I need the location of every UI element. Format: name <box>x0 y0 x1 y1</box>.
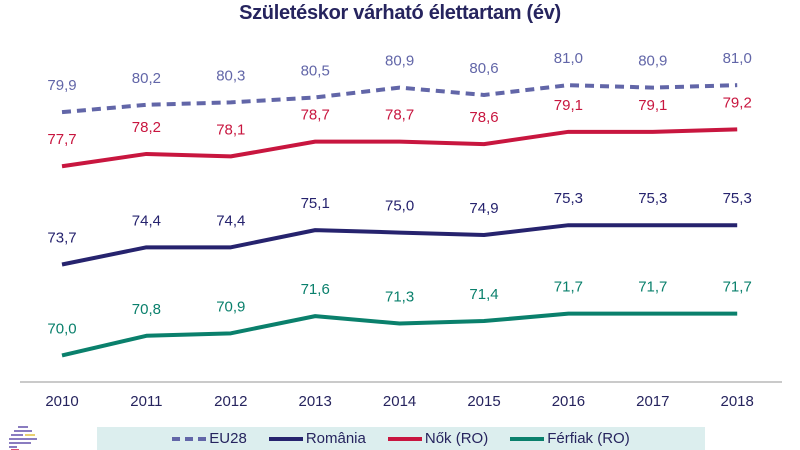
data-label: 80,2 <box>132 70 161 87</box>
legend-item-nok: Nők (RO) <box>387 430 489 447</box>
data-label: 81,0 <box>723 50 752 67</box>
data-label: 70,0 <box>47 320 76 337</box>
legend-item-romania: România <box>268 430 366 447</box>
data-label: 79,1 <box>554 97 583 114</box>
series-line-Férfiak (RO) <box>61 311 738 358</box>
data-label: 78,2 <box>132 119 161 136</box>
legend-swatch <box>387 436 422 441</box>
data-label: 73,7 <box>47 230 76 247</box>
x-tick-label: 2017 <box>636 393 669 410</box>
data-label: 78,1 <box>216 121 245 138</box>
data-label: 77,7 <box>47 131 76 148</box>
data-label: 75,0 <box>385 198 414 215</box>
data-label: 79,9 <box>47 77 76 94</box>
data-label: 70,9 <box>216 298 245 315</box>
data-label: 74,9 <box>469 200 498 217</box>
data-label: 71,4 <box>469 286 498 303</box>
x-tick-label: 2011 <box>130 393 162 410</box>
data-label: 71,7 <box>554 279 583 296</box>
data-label: 78,6 <box>469 109 498 126</box>
x-tick-label: 2018 <box>721 393 754 410</box>
data-label: 80,5 <box>301 62 330 79</box>
data-label: 79,1 <box>638 97 667 114</box>
data-label: 75,3 <box>638 190 667 207</box>
series-line-Nők (RO) <box>61 127 738 169</box>
data-label: 80,9 <box>385 53 414 70</box>
data-label: 71,3 <box>385 288 414 305</box>
x-tick-label: 2015 <box>467 393 500 410</box>
legend-label: EU28 <box>209 430 247 447</box>
x-tick-label: 2013 <box>299 393 332 410</box>
series-line-România <box>61 223 738 267</box>
x-tick-label: 2014 <box>383 393 416 410</box>
x-tick-label: 2016 <box>552 393 585 410</box>
data-label: 71,7 <box>638 279 667 296</box>
legend-label: România <box>305 430 366 447</box>
data-label: 75,1 <box>301 195 330 212</box>
data-label: 71,6 <box>301 281 330 298</box>
legend-swatch <box>510 436 545 441</box>
data-label: 80,6 <box>469 60 498 77</box>
data-label: 78,7 <box>301 107 330 124</box>
x-tick-label: 2010 <box>45 393 78 410</box>
data-label: 74,4 <box>216 212 245 229</box>
data-label: 80,3 <box>216 67 245 84</box>
chart-title: Születéskor várható élettartam (év) <box>239 2 561 24</box>
data-label: 71,7 <box>723 279 752 296</box>
data-label: 80,9 <box>638 53 667 70</box>
data-label: 75,3 <box>554 190 583 207</box>
legend-item-ferfiak: Férfiak (RO) <box>510 430 630 447</box>
data-label: 75,3 <box>723 190 752 207</box>
legend-swatch <box>268 436 303 441</box>
data-label: 79,2 <box>723 94 752 111</box>
legend-swatch <box>172 436 207 441</box>
logo-icon <box>9 426 37 450</box>
data-label: 74,4 <box>132 212 161 229</box>
legend-item-eu28: EU28 <box>172 430 247 447</box>
legend: EU28 România Nők (RO) Férfiak (RO) <box>97 427 705 450</box>
data-label: 70,8 <box>132 301 161 318</box>
data-label: 81,0 <box>554 50 583 67</box>
legend-label: Nők (RO) <box>424 430 489 447</box>
legend-label: Férfiak (RO) <box>547 430 630 447</box>
data-label: 78,7 <box>385 107 414 124</box>
x-tick-label: 2012 <box>214 393 247 410</box>
